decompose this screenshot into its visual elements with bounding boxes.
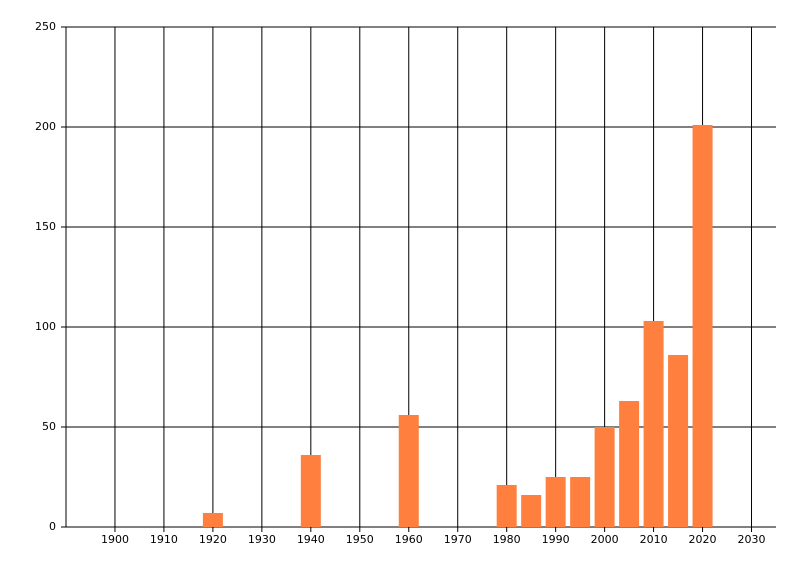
bar: [496, 485, 517, 527]
x-tick-label: 2020: [689, 533, 717, 546]
y-tick-label: 250: [35, 20, 56, 33]
y-tick-label: 100: [35, 320, 56, 333]
x-tick-label: 1930: [248, 533, 276, 546]
bar: [594, 427, 615, 527]
x-tick-label: 1980: [493, 533, 521, 546]
x-tick-label: 1900: [101, 533, 129, 546]
x-tick-label: 1970: [444, 533, 472, 546]
bar: [202, 513, 223, 527]
bar: [692, 125, 713, 527]
x-tick-label: 1950: [346, 533, 374, 546]
x-tick-label: 2000: [591, 533, 619, 546]
bar: [398, 415, 419, 527]
y-tick-label: 150: [35, 220, 56, 233]
y-tick-label: 50: [42, 420, 56, 433]
bar: [643, 321, 664, 527]
x-tick-label: 1990: [542, 533, 570, 546]
x-tick-label: 1940: [297, 533, 325, 546]
bar: [300, 455, 321, 527]
bar: [619, 401, 640, 527]
x-tick-label: 1910: [150, 533, 178, 546]
x-tick-label: 2030: [738, 533, 766, 546]
y-tick-label: 200: [35, 120, 56, 133]
x-tick-label: 1920: [199, 533, 227, 546]
bar: [570, 477, 591, 527]
x-tick-label: 2010: [640, 533, 668, 546]
x-tick-label: 1960: [395, 533, 423, 546]
bar: [545, 477, 566, 527]
bar: [668, 355, 689, 527]
y-tick-label: 0: [49, 520, 56, 533]
bar: [521, 495, 542, 527]
